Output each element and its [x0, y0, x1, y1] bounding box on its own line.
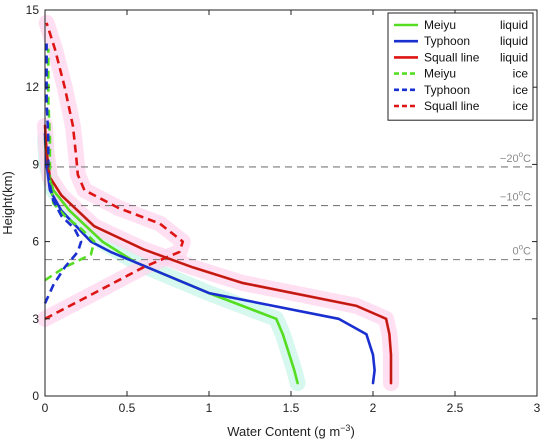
- reference-label-unit: C: [523, 246, 531, 258]
- legend-label-meiyu-ice: Meiyu: [424, 67, 456, 81]
- legend-box: [387, 12, 534, 121]
- reference-label-1: −10oC: [500, 189, 531, 204]
- series-line-meiyu-ice: [44, 48, 96, 282]
- legend-phase-meiyu-liquid: liquid: [500, 18, 528, 32]
- y-tick-label: 3: [32, 312, 39, 326]
- series-line-typhoon-ice: [43, 43, 83, 304]
- reference-label-degree: o: [519, 150, 524, 159]
- legend-label-typhoon-ice: Typhoon: [424, 83, 470, 97]
- x-axis-label-tail: ): [350, 424, 354, 439]
- x-tick-label: 1: [206, 401, 213, 415]
- legend-phase-typhoon-ice: ice: [513, 83, 529, 97]
- reference-label-value: −20: [500, 153, 519, 165]
- reference-label-unit: C: [523, 153, 531, 165]
- x-tick-label: 2.5: [447, 401, 464, 415]
- series-overlay-squall-line-liquid: [44, 125, 392, 384]
- y-tick-label: 9: [32, 157, 39, 171]
- legend-phase-meiyu-ice: ice: [513, 67, 529, 81]
- reference-label-degree: o: [519, 189, 524, 198]
- series-line-typhoon-liquid: [43, 132, 376, 385]
- legend-phase-squall-line-ice: ice: [513, 99, 529, 113]
- reference-label-2: 0oC: [512, 243, 531, 258]
- x-tick-label: 0.5: [119, 401, 136, 415]
- x-axis-label-superscript: −3: [340, 423, 350, 433]
- legend-label-squall-line-ice: Squall line: [424, 99, 480, 113]
- legend-phase-typhoon-liquid: liquid: [500, 34, 528, 48]
- x-tick-label: 1.5: [283, 401, 300, 415]
- reference-label-value: −10: [500, 192, 519, 204]
- series-layer: [43, 22, 393, 385]
- reference-label-degree: o: [519, 243, 524, 252]
- legend-label-typhoon-liquid: Typhoon: [424, 34, 470, 48]
- reference-label-0: −20oC: [500, 150, 531, 165]
- x-axis-label-main: Water Content (g m: [227, 424, 340, 439]
- y-axis-label: Height(km): [0, 171, 15, 235]
- reference-label-unit: C: [523, 192, 531, 204]
- legend-phase-squall-line-liquid: liquid: [500, 50, 528, 64]
- x-axis-label: Water Content (g m−3): [227, 423, 355, 439]
- x-tick-label: 3: [534, 401, 541, 415]
- x-tick-label: 2: [370, 401, 377, 415]
- y-tick-label: 6: [32, 235, 39, 249]
- legend-label-squall-line-liquid: Squall line: [424, 50, 480, 64]
- halo-squall-line-liquid: [37, 117, 399, 392]
- y-tick-label: 0: [32, 389, 39, 403]
- y-tick-label: 15: [26, 3, 40, 17]
- legend: Meiyu liquid Typhoon liquid Squall line liqui…: [387, 12, 534, 121]
- legend-label-meiyu-liquid: Meiyu: [424, 18, 456, 32]
- y-tick-label: 12: [26, 80, 40, 94]
- reference-label-value: 0: [512, 246, 518, 258]
- series-line-squall-line-ice: [44, 22, 185, 320]
- series-line-squall-line-liquid: [43, 124, 393, 385]
- halo-layer: [37, 14, 399, 392]
- x-tick-label: 0: [42, 401, 49, 415]
- axes-layer: 0 0.5 1 1.5 2 2.5 3 0 3 6 9 12 15: [26, 3, 541, 415]
